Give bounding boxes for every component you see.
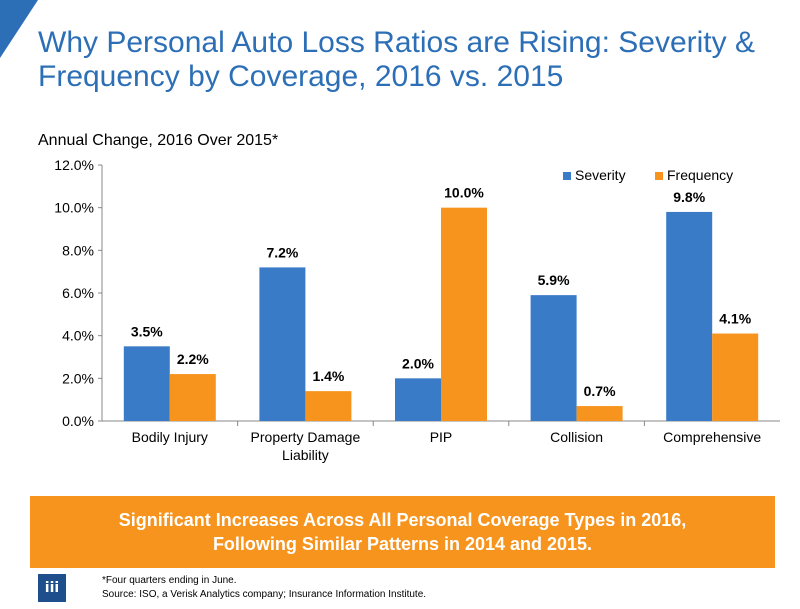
y-tick-label: 8.0%: [62, 242, 94, 258]
callout-line-1: Significant Increases Across All Persona…: [118, 510, 687, 530]
legend-label: Severity: [575, 167, 626, 183]
footnote: *Four quarters ending in June. Source: I…: [102, 574, 426, 602]
bar-severity: [666, 211, 713, 421]
legend-swatch: [655, 172, 663, 180]
data-label: 9.8%: [673, 189, 705, 205]
x-category-label: PIP: [430, 429, 453, 445]
x-category-label: Liability: [282, 447, 329, 463]
data-label: 10.0%: [444, 185, 484, 201]
data-label: 2.0%: [402, 355, 434, 371]
x-category-label: Comprehensive: [663, 429, 761, 445]
y-tick-label: 6.0%: [62, 285, 94, 301]
bar-severity: [530, 295, 577, 421]
x-category-label: Collision: [550, 429, 603, 445]
callout-banner: Significant Increases Across All Persona…: [30, 496, 775, 568]
y-tick-label: 0.0%: [62, 413, 94, 429]
y-tick-label: 10.0%: [54, 200, 94, 216]
data-label: 3.5%: [131, 323, 163, 339]
data-label: 4.1%: [719, 311, 751, 327]
legend-label: Frequency: [667, 167, 733, 183]
footnote-note: *Four quarters ending in June.: [102, 575, 237, 586]
callout-line-2: Following Similar Patterns in 2014 and 2…: [212, 534, 593, 554]
corner-accent: [0, 0, 38, 58]
footnote-source: Source: ISO, a Verisk Analytics company;…: [102, 589, 427, 600]
data-label: 2.2%: [177, 351, 209, 367]
bar-chart: 0.0% 2.0% 4.0% 6.0% 8.0% 10.0% 12.0% 3.5% 2.2% Bo…: [54, 157, 780, 463]
bar-frequency: [305, 391, 352, 421]
bar-frequency: [169, 374, 216, 421]
bar-severity: [259, 267, 306, 421]
data-label: 1.4%: [312, 368, 344, 384]
iii-logo: iii: [38, 574, 66, 602]
y-tick-label: 2.0%: [62, 370, 94, 386]
legend-swatch: [563, 172, 571, 180]
y-tick-label: 12.0%: [54, 157, 94, 173]
bar-frequency: [712, 333, 759, 421]
x-category-label: Bodily Injury: [132, 429, 208, 445]
bar-severity: [123, 346, 170, 421]
data-label: 7.2%: [266, 244, 298, 260]
bar-frequency: [441, 207, 487, 421]
x-category-label: Property Damage: [251, 429, 361, 445]
data-label: 5.9%: [538, 272, 570, 288]
y-tick-label: 4.0%: [62, 328, 94, 344]
page-title: Why Personal Auto Loss Ratios are Rising…: [38, 26, 755, 93]
chart-subtitle: Annual Change, 2016 Over 2015*: [38, 132, 279, 149]
data-label: 0.7%: [584, 383, 616, 399]
bar-severity: [395, 378, 441, 421]
bar-frequency: [576, 406, 623, 421]
